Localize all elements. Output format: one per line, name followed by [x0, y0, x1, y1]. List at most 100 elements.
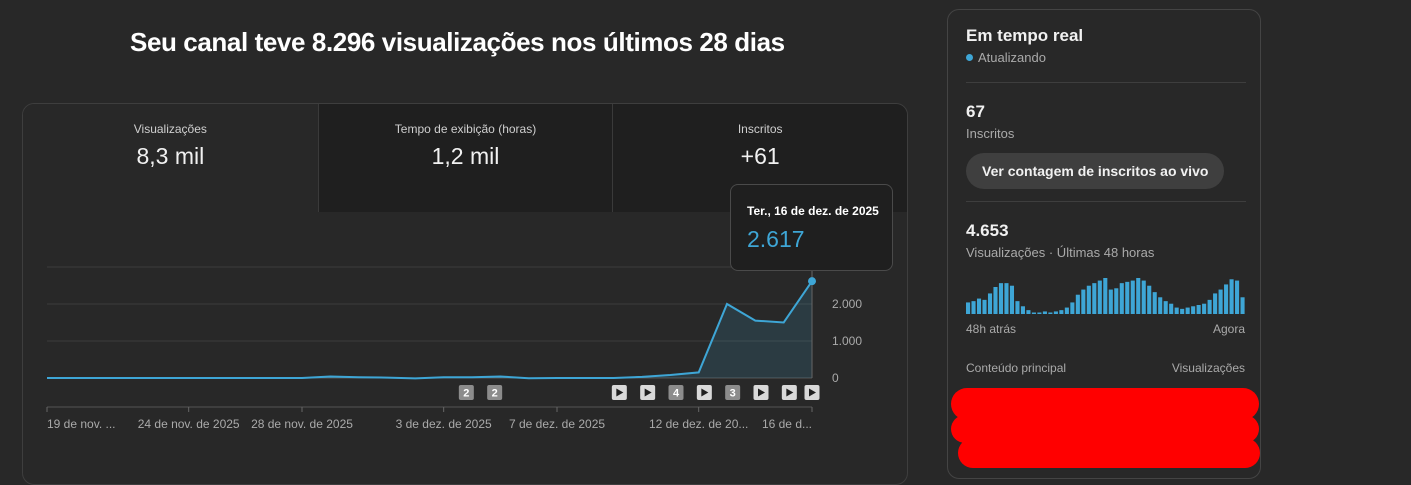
x-tick-label: 19 de nov. ... [47, 417, 116, 431]
play-icon [809, 388, 816, 397]
video-published-marker[interactable] [781, 385, 797, 400]
multiple-videos-marker[interactable]: 2 [487, 385, 503, 400]
realtime-bar [1048, 312, 1053, 314]
realtime-panel: Em tempo real Atualizando 67 Inscritos V… [947, 9, 1261, 479]
x-tick-label: 24 de nov. de 2025 [138, 417, 240, 431]
video-published-marker[interactable] [640, 385, 656, 400]
realtime-bar [982, 299, 987, 314]
tab-watch-time[interactable]: Tempo de exibição (horas) 1,2 mil [317, 104, 613, 212]
series-line [47, 280, 813, 380]
multiple-videos-marker[interactable]: 4 [668, 385, 684, 400]
realtime-bar [1229, 279, 1234, 314]
series-area-fill [47, 281, 812, 379]
y-tick-label: 2.000 [832, 297, 862, 311]
hover-point [808, 277, 816, 286]
realtime-bar [1070, 302, 1075, 314]
realtime-views-label: Visualizações · Últimas 48 horas [966, 245, 1155, 260]
marker-count-label: 2 [463, 388, 469, 400]
realtime-bar [993, 287, 998, 314]
x-tick-label: 3 de dez. de 2025 [396, 417, 492, 431]
tab-watch-time-label: Tempo de exibição (horas) [394, 122, 537, 136]
tab-watch-time-value: 1,2 mil [431, 143, 500, 169]
marker-count-label: 4 [673, 388, 680, 400]
play-icon [758, 388, 765, 397]
tooltip-value: 2.617 [747, 226, 805, 252]
y-tick-label: 1.000 [832, 334, 862, 348]
realtime-bar [1097, 280, 1102, 314]
realtime-bar [1218, 289, 1223, 314]
realtime-bar [1064, 307, 1069, 314]
realtime-bar [1213, 293, 1218, 314]
realtime-bar [987, 293, 993, 314]
realtime-bar [1191, 306, 1196, 314]
realtime-bar [1108, 289, 1113, 314]
tab-views-value: 8,3 mil [136, 143, 205, 169]
chart-tooltip: Ter., 16 de dez. de 2025 2.617 [730, 184, 893, 271]
video-published-marker[interactable] [696, 385, 712, 400]
realtime-bar [1240, 297, 1245, 314]
play-icon [786, 388, 794, 397]
divider [966, 201, 1246, 202]
y-tick-label: 0 [832, 371, 839, 385]
subscriber-count: 67 [966, 102, 985, 121]
bar-axis-start: 48h atrás [966, 322, 1017, 336]
realtime-bar [1207, 299, 1212, 314]
marker-box [668, 385, 684, 400]
marker-box [487, 385, 503, 400]
live-subscriber-count-button[interactable]: Ver contagem de inscritos ao vivo [966, 153, 1225, 189]
video-published-marker[interactable] [753, 385, 769, 400]
realtime-bar [1152, 292, 1157, 314]
live-status-text: Atualizando [978, 50, 1046, 65]
metric-tabs: Visualizações 8,3 mil Tempo de exibição … [23, 104, 907, 212]
top-content-views-header: Visualizações [1171, 361, 1245, 375]
realtime-bar [971, 301, 976, 314]
realtime-bar [1141, 280, 1146, 314]
x-tick-label: 28 de nov. de 2025 [251, 417, 353, 431]
play-icon [616, 388, 624, 397]
realtime-bar [1119, 283, 1124, 314]
marker-box [725, 385, 741, 400]
realtime-bar [1020, 306, 1025, 314]
tab-views-label: Visualizações [133, 122, 207, 136]
realtime-bar [1042, 311, 1047, 314]
page-headline: Seu canal teve 8.296 visualizações nos ú… [130, 27, 785, 57]
marker-count-label: 3 [730, 388, 736, 400]
realtime-bar [1163, 301, 1168, 314]
views-line-chart: 2.000 1.000 0 19 de nov. ... 24 de nov. de 2… [46, 266, 862, 431]
multiple-videos-marker[interactable]: 3 [725, 385, 741, 400]
video-published-marker[interactable] [804, 385, 820, 400]
tab-views[interactable]: Visualizações 8,3 mil [23, 104, 318, 212]
multiple-videos-marker[interactable]: 2 [458, 385, 474, 400]
tab-subscribers-value: +61 [740, 143, 780, 169]
realtime-title: Em tempo real [966, 26, 1084, 45]
realtime-bar [1130, 280, 1135, 314]
realtime-views-count: 4.653 [966, 221, 1009, 240]
play-icon [644, 388, 652, 397]
live-status-dot-icon [966, 54, 973, 61]
realtime-bar [1053, 311, 1058, 314]
realtime-bar [1026, 310, 1031, 314]
divider [966, 82, 1246, 83]
realtime-bar [1081, 289, 1086, 314]
x-tick-label: 16 de d... [762, 417, 812, 431]
realtime-bar [1031, 312, 1036, 314]
realtime-bar [1114, 288, 1119, 314]
realtime-bar [1103, 278, 1108, 314]
x-tick-label: 12 de dez. de 20... [649, 417, 748, 431]
redacted-content [951, 388, 1259, 420]
realtime-bar [1224, 284, 1229, 314]
realtime-bar [1185, 307, 1190, 314]
realtime-bar [998, 283, 1004, 314]
realtime-bar [1075, 294, 1080, 314]
tab-subscribers-label: Inscritos [737, 122, 783, 136]
realtime-bar [1158, 297, 1163, 314]
play-icon [701, 388, 709, 397]
bar-axis-end: Agora [1212, 322, 1245, 336]
realtime-bar [1037, 312, 1042, 314]
realtime-bar [1092, 283, 1097, 314]
realtime-views-bar-chart [966, 278, 1245, 314]
marker-count-label: 2 [492, 388, 498, 400]
video-published-marker[interactable] [611, 385, 627, 400]
realtime-bar [1235, 280, 1240, 314]
marker-box [458, 385, 474, 400]
